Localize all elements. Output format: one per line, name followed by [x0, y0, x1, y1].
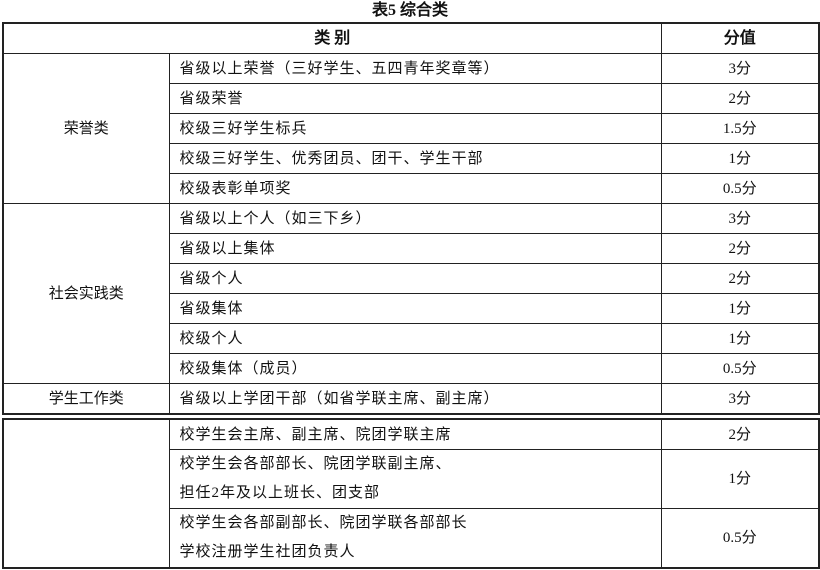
score-cell: 1分 [660, 143, 820, 174]
score-cell: 0.5分 [660, 508, 820, 569]
category-cell [2, 418, 170, 569]
table-row: 省级荣誉 2分 [3, 83, 820, 114]
item-cell: 校学生会各部副部长、院团学联各部部长 学校注册学生社团负责人 [168, 508, 662, 569]
table-row: 校级表彰单项奖 0.5分 [3, 173, 820, 204]
item-cell: 省级荣誉 [168, 83, 662, 114]
score-cell: 0.5分 [660, 353, 820, 384]
item-line: 校学生会各部部长、院团学联副主席、 [179, 456, 452, 472]
item-cell: 省级以上个人（如三下乡） [168, 203, 662, 234]
item-cell: 省级个人 [168, 263, 662, 294]
item-cell: 省级以上集体 [168, 233, 662, 264]
table-row: 省级以上集体 2分 [3, 233, 820, 264]
header-score: 分值 [660, 22, 820, 54]
item-line: 学校注册学生社团负责人 [179, 544, 356, 560]
item-cell: 校级个人 [168, 323, 662, 354]
score-cell: 1分 [660, 449, 820, 509]
item-cell: 省级以上学团干部（如省学联主席、副主席） [168, 383, 662, 415]
score-cell: 1分 [660, 323, 820, 354]
table-row: 校学生会各部副部长、院团学联各部部长 学校注册学生社团负责人 0.5分 [3, 508, 820, 569]
score-cell: 2分 [660, 263, 820, 294]
score-table: 类 别 分值 荣誉类 省级以上荣誉（三好学生、五四青年奖章等） 3分 省级荣誉 2分 校级… [2, 22, 820, 415]
item-cell: 校级集体（成员） [168, 353, 662, 384]
score-cell: 1分 [660, 293, 820, 324]
table-row: 荣誉类 省级以上荣誉（三好学生、五四青年奖章等） 3分 [2, 53, 820, 204]
header-category: 类 别 [2, 22, 662, 54]
header-row: 类 别 分值 [2, 22, 820, 54]
item-cell: 校级三好学生标兵 [168, 113, 662, 144]
table-row: 校级集体（成员） 0.5分 [3, 353, 820, 384]
table-row: 省级集体 1分 [3, 293, 820, 324]
table-row: 校级个人 1分 [3, 323, 820, 354]
table-row: 学生工作类 省级以上学团干部（如省学联主席、副主席） 3分 [2, 383, 820, 415]
table-row: 社会实践类 省级以上个人（如三下乡） 3分 [2, 203, 820, 384]
score-cell: 2分 [660, 233, 820, 264]
score-cell: 3分 [660, 203, 820, 234]
table-title: 表5 综合类 [371, 2, 448, 19]
score-cell: 2分 [660, 418, 820, 450]
table-row: 省级个人 2分 [3, 263, 820, 294]
table-row: 校级三好学生、优秀团员、团干、学生干部 1分 [3, 143, 820, 174]
item-cell: 省级集体 [168, 293, 662, 324]
item-line: 校学生会主席、副主席、院团学联主席 [179, 426, 452, 443]
category-cell: 学生工作类 [2, 383, 170, 415]
table-row: 校学生会主席、副主席、院团学联主席 2分 [2, 418, 820, 569]
item-cell: 校级表彰单项奖 [168, 173, 662, 204]
item-line: 校学生会各部副部长、院团学联各部部长 [179, 515, 468, 531]
score-cell: 0.5分 [660, 173, 820, 204]
item-cell: 校学生会主席、副主席、院团学联主席 [168, 418, 662, 450]
category-cell: 荣誉类 [2, 53, 170, 204]
table-row: 校学生会各部部长、院团学联副主席、 担任2年及以上班长、团支部 1分 [3, 449, 820, 509]
item-line: 担任2年及以上班长、团支部 [179, 485, 381, 501]
category-cell: 社会实践类 [2, 203, 170, 384]
score-cell: 1.5分 [660, 113, 820, 144]
score-cell: 3分 [660, 53, 820, 84]
item-cell: 省级以上荣誉（三好学生、五四青年奖章等） [168, 53, 662, 84]
item-cell: 校学生会各部部长、院团学联副主席、 担任2年及以上班长、团支部 [168, 449, 662, 509]
score-table-continued: 校学生会主席、副主席、院团学联主席 2分 校学生会各部部长、院团学联副主席、 担任2年… [2, 418, 820, 569]
item-cell: 校级三好学生、优秀团员、团干、学生干部 [168, 143, 662, 174]
score-cell: 3分 [660, 383, 820, 415]
score-cell: 2分 [660, 83, 820, 114]
